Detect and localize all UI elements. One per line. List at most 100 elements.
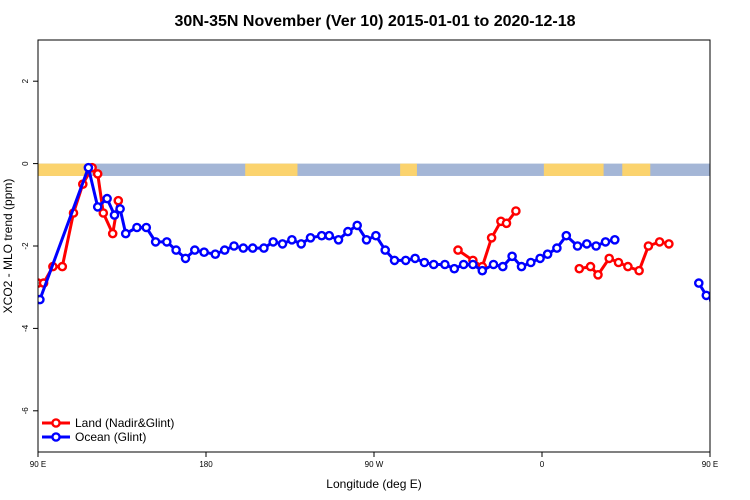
ocean-point <box>296 239 307 249</box>
ocean-point <box>361 234 372 245</box>
y-tick-label: 2 <box>21 78 30 83</box>
land-point <box>574 263 585 274</box>
ocean-point <box>210 249 221 259</box>
ocean-series <box>38 162 747 305</box>
ocean-point <box>542 249 553 259</box>
ocean-point <box>488 259 499 270</box>
land-point <box>604 253 615 264</box>
y-tick-label: -2 <box>21 242 30 250</box>
ocean-point <box>477 265 488 276</box>
ocean-point <box>516 261 527 272</box>
ocean-point <box>610 234 620 245</box>
land-point <box>113 195 124 206</box>
land-point <box>731 263 738 270</box>
x-tick-label: 180 <box>199 460 213 469</box>
ocean-point <box>259 243 269 253</box>
ocean-point <box>189 245 200 255</box>
legend-ocean-label: Ocean (Glint) <box>75 430 146 444</box>
ocean-point <box>247 243 258 253</box>
ocean-point <box>38 294 45 305</box>
ocean-point <box>380 245 391 255</box>
ocean-point <box>324 230 335 241</box>
land-line-4 <box>719 168 750 285</box>
ocean-point <box>535 253 545 264</box>
land-line-3 <box>579 240 670 277</box>
ocean-point <box>497 261 508 272</box>
x-tick-label: 0 <box>540 460 545 469</box>
land-point <box>107 228 118 239</box>
x-tick-label: 90 E <box>30 460 46 469</box>
land-ocean-band <box>38 163 710 176</box>
ocean-point <box>389 255 400 266</box>
ocean-point <box>428 259 439 270</box>
land-band-2 <box>245 163 298 176</box>
y-tick-label: 0 <box>21 161 30 166</box>
land-point <box>643 241 654 251</box>
ocean-point <box>102 193 112 204</box>
ocean-point <box>468 259 478 270</box>
ocean-point <box>109 210 120 220</box>
ocean-point <box>708 296 710 303</box>
ocean-point <box>507 251 517 262</box>
ocean-point <box>171 245 181 255</box>
ocean-point <box>740 195 747 202</box>
ocean-point <box>305 232 316 243</box>
ocean-point <box>120 228 131 239</box>
land-point <box>740 263 747 270</box>
ocean-point <box>449 263 460 274</box>
ocean-point <box>733 218 740 225</box>
land-point <box>716 282 723 289</box>
ocean-point <box>718 271 725 278</box>
ocean-point <box>591 241 601 251</box>
ocean-point <box>238 243 249 253</box>
land-point <box>98 208 109 218</box>
ocean-point <box>150 237 161 247</box>
axes: 90 E 180 90 W 0 90 E 2 0 -2 -4 -6 <box>21 78 718 469</box>
chart-title: 30N-35N November (Ver 10) 2015-01-01 to … <box>174 13 575 30</box>
ocean-point <box>694 278 704 288</box>
ocean-point <box>132 222 142 233</box>
legend-land-marker <box>51 418 61 428</box>
ocean-point <box>83 162 94 173</box>
ocean-point <box>277 239 288 249</box>
ocean-line-2 <box>697 282 710 300</box>
ocean-point <box>115 204 125 214</box>
legend-land-label: Land (Nadir&Glint) <box>75 416 174 430</box>
x-tick-label: 90 W <box>365 460 384 469</box>
ocean-point <box>552 243 562 253</box>
land-point <box>453 245 463 255</box>
legend-ocean-marker <box>51 432 61 442</box>
ocean-point <box>701 290 710 301</box>
land-point <box>654 237 665 247</box>
land-point <box>57 261 68 272</box>
ocean-point <box>371 230 381 241</box>
ocean-band <box>38 163 710 176</box>
ocean-point <box>600 237 611 247</box>
ocean-point <box>400 255 411 266</box>
ocean-point <box>287 234 297 245</box>
ocean-point <box>92 202 103 212</box>
ocean-point <box>410 253 420 264</box>
y-tick-label: -4 <box>21 324 30 332</box>
ocean-point <box>180 253 191 264</box>
ocean-point <box>572 241 583 251</box>
ocean-point <box>161 237 172 247</box>
land-point <box>486 232 497 243</box>
ocean-point <box>582 239 592 249</box>
ocean-point <box>725 238 732 245</box>
ocean-point <box>458 259 469 270</box>
land-point <box>501 218 512 229</box>
ocean-point <box>316 230 327 241</box>
ocean-point <box>561 230 572 241</box>
y-axis-label: XCO2 - MLO trend (ppm) <box>1 179 15 314</box>
ocean-point <box>199 247 209 257</box>
land-band-3 <box>400 163 417 176</box>
ocean-point <box>352 220 363 231</box>
land-point <box>664 239 674 249</box>
x-axis-label: Longitude (deg E) <box>326 477 421 491</box>
ocean-point <box>268 237 279 247</box>
ocean-point <box>343 226 353 237</box>
ocean-point <box>229 241 239 251</box>
ocean-point <box>526 257 536 268</box>
